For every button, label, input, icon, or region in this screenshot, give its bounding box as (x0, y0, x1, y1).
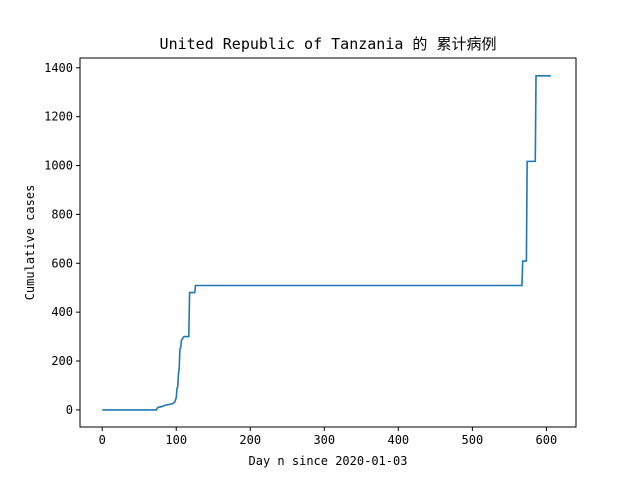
x-tick-label: 0 (99, 433, 106, 447)
y-tick-label: 1000 (44, 159, 73, 173)
chart-title: United Republic of Tanzania 的 累计病例 (160, 35, 497, 53)
x-tick-label: 100 (165, 433, 187, 447)
ticks-layer: 0 100 200 300 400 500 600 0 200 400 600 800 1000 1200… (44, 61, 557, 447)
series-line (102, 75, 551, 411)
y-tick-label: 0 (66, 403, 73, 417)
y-tick-label: 200 (51, 354, 73, 368)
x-tick-label: 400 (387, 433, 409, 447)
x-tick-label: 500 (462, 433, 484, 447)
y-tick-label: 1200 (44, 110, 73, 124)
x-tick-label: 200 (239, 433, 261, 447)
plot-area-frame (79, 57, 577, 428)
y-tick-label: 1400 (44, 61, 73, 75)
y-tick-label: 600 (51, 256, 73, 270)
x-axis-label: Day n since 2020-01-03 (249, 454, 408, 468)
y-axis-label: Cumulative cases (23, 185, 37, 301)
x-tick-label: 600 (536, 433, 558, 447)
y-tick-label: 800 (51, 207, 73, 221)
y-tick-label: 400 (51, 305, 73, 319)
x-tick-label: 300 (313, 433, 335, 447)
series-layer (102, 75, 551, 411)
